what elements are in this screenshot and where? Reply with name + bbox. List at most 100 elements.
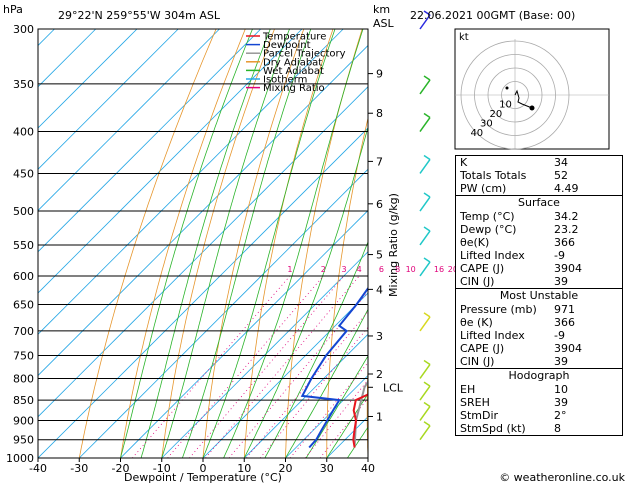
x-tick-label: 40 <box>361 462 375 475</box>
stat-value: -9 <box>554 329 565 342</box>
km-tick-label: 2 <box>376 368 383 381</box>
wind-barb-flag-icon <box>423 421 431 427</box>
wind-barb-icon <box>419 79 431 95</box>
stat-label: StmSpd (kt) <box>460 422 526 435</box>
wind-barb-icon <box>419 364 431 379</box>
stat-label: CIN (J) <box>460 355 495 368</box>
hodograph-ring-label: 20 <box>490 109 503 120</box>
stat-row: SREH 39 <box>456 396 622 409</box>
stat-label: EH <box>460 383 476 396</box>
hodograph-frame <box>454 28 610 150</box>
stat-value: 971 <box>554 303 575 316</box>
dry-adiabat-line <box>406 29 450 458</box>
wind-barb-icon <box>419 230 431 246</box>
wind-barb-icon <box>419 14 431 30</box>
mixing-ratio-line <box>205 275 360 458</box>
stat-value: 3904 <box>554 262 582 275</box>
mixing-ratio-line <box>167 275 324 458</box>
dry-adiabat-line <box>78 29 217 458</box>
pressure-tick-label: 600 <box>13 270 34 283</box>
stat-value: 8 <box>554 422 561 435</box>
mixing-ratio-label: 8 <box>395 265 400 274</box>
stat-row: Totals Totals 52 <box>456 169 622 182</box>
stat-row: CIN (J) 39 <box>456 275 622 288</box>
stat-row: CAPE (J) 3904 <box>456 262 622 275</box>
stat-value: 39 <box>554 355 568 368</box>
stat-value: -9 <box>554 249 565 262</box>
wind-barb-flag-icon <box>423 401 431 408</box>
pressure-tick-label: 300 <box>13 23 34 36</box>
km-tick-label: 9 <box>376 68 383 81</box>
stat-label: PW (cm) <box>460 182 507 195</box>
mixing-ratio-label: 10 <box>406 265 416 274</box>
stat-row: Lifted Index -9 <box>456 249 622 262</box>
isotherm-line <box>285 374 368 458</box>
isotherm-line <box>38 44 368 377</box>
location-title: 29°22'N 259°55'W 304m ASL <box>58 9 221 22</box>
wind-barb-flag-icon <box>423 359 431 366</box>
isotherm-line <box>161 251 368 458</box>
stat-value: 39 <box>554 275 568 288</box>
hodograph-ring-label: 40 <box>470 128 483 139</box>
stat-row: Temp (°C) 34.2 <box>456 210 622 223</box>
legend-entry: Parcel Trajectory <box>263 49 346 60</box>
stat-row: PW (cm) 4.49 <box>456 182 622 195</box>
wind-barb-flag-icon <box>423 192 431 198</box>
x-axis-label: Dewpoint / Temperature (°C) <box>124 471 282 484</box>
stat-row: EH 10 <box>456 383 622 396</box>
stat-row: θe(K) 366 <box>456 236 622 249</box>
x-tick-label: -10 <box>153 462 171 475</box>
pressure-tick-label: 800 <box>13 372 34 385</box>
surface-title: Surface <box>518 196 560 209</box>
wind-barb-flag-icon <box>423 381 431 387</box>
stat-label: Temp (°C) <box>460 210 515 223</box>
lcl-label: LCL <box>383 381 404 394</box>
stat-row: Pressure (mb) 971 <box>456 303 622 316</box>
stat-label: SREH <box>460 396 490 409</box>
x-tick-label: -40 <box>29 462 47 475</box>
axis-labels: 1234681016202530035040045050055060065070… <box>6 23 472 475</box>
hodograph-trace-line <box>514 89 533 109</box>
dry-adiabat-line <box>326 116 368 458</box>
legend-entry: Dewpoint <box>263 40 311 51</box>
stat-label: θe(K) <box>460 236 490 249</box>
stat-value: 34.2 <box>554 210 579 223</box>
km-tick-label: 7 <box>376 155 383 168</box>
isotherm-line <box>38 29 220 212</box>
hodograph-ring-label: 10 <box>499 100 512 111</box>
x-tick-label: 10 <box>237 462 251 475</box>
pressure-tick-label: 700 <box>13 325 34 338</box>
pressure-tick-label: 500 <box>13 205 34 218</box>
pressure-tick-label: 1000 <box>6 452 34 465</box>
isotherm-line <box>38 86 368 418</box>
legend-entry: Isotherm <box>263 75 307 86</box>
wet-adiabat-line <box>285 308 368 458</box>
isotherm-line <box>202 292 368 458</box>
height-ref: ASL <box>373 17 395 30</box>
x-tick-label: -30 <box>70 462 88 475</box>
wind-barb-flag-icon <box>423 75 431 81</box>
stat-row: CIN (J) 39 <box>456 355 622 368</box>
wind-barb-icon <box>419 117 431 132</box>
dry-adiabat-line <box>161 29 275 458</box>
mixing-ratio-label: 3 <box>341 265 346 274</box>
stat-row: StmDir 2° <box>456 409 622 422</box>
stat-row: Lifted Index -9 <box>456 329 622 342</box>
pressure-unit: hPa <box>3 3 23 16</box>
stat-label: Lifted Index <box>460 249 525 262</box>
stat-value: 366 <box>554 236 575 249</box>
pressure-tick-label: 650 <box>13 299 34 312</box>
isotherm-line <box>38 29 138 129</box>
wind-barb-icon <box>419 159 431 174</box>
wind-barb-icon <box>419 425 431 441</box>
km-tick-label: 3 <box>376 330 383 343</box>
mixing-ratio-label: 2 <box>321 265 326 274</box>
stat-row: θe (K) 366 <box>456 316 622 329</box>
stat-value: 39 <box>554 396 568 409</box>
dewpoint-line <box>300 286 368 449</box>
profiles <box>300 286 368 449</box>
stat-row: K 34 <box>456 156 622 169</box>
wind-barb-icon <box>419 406 431 421</box>
